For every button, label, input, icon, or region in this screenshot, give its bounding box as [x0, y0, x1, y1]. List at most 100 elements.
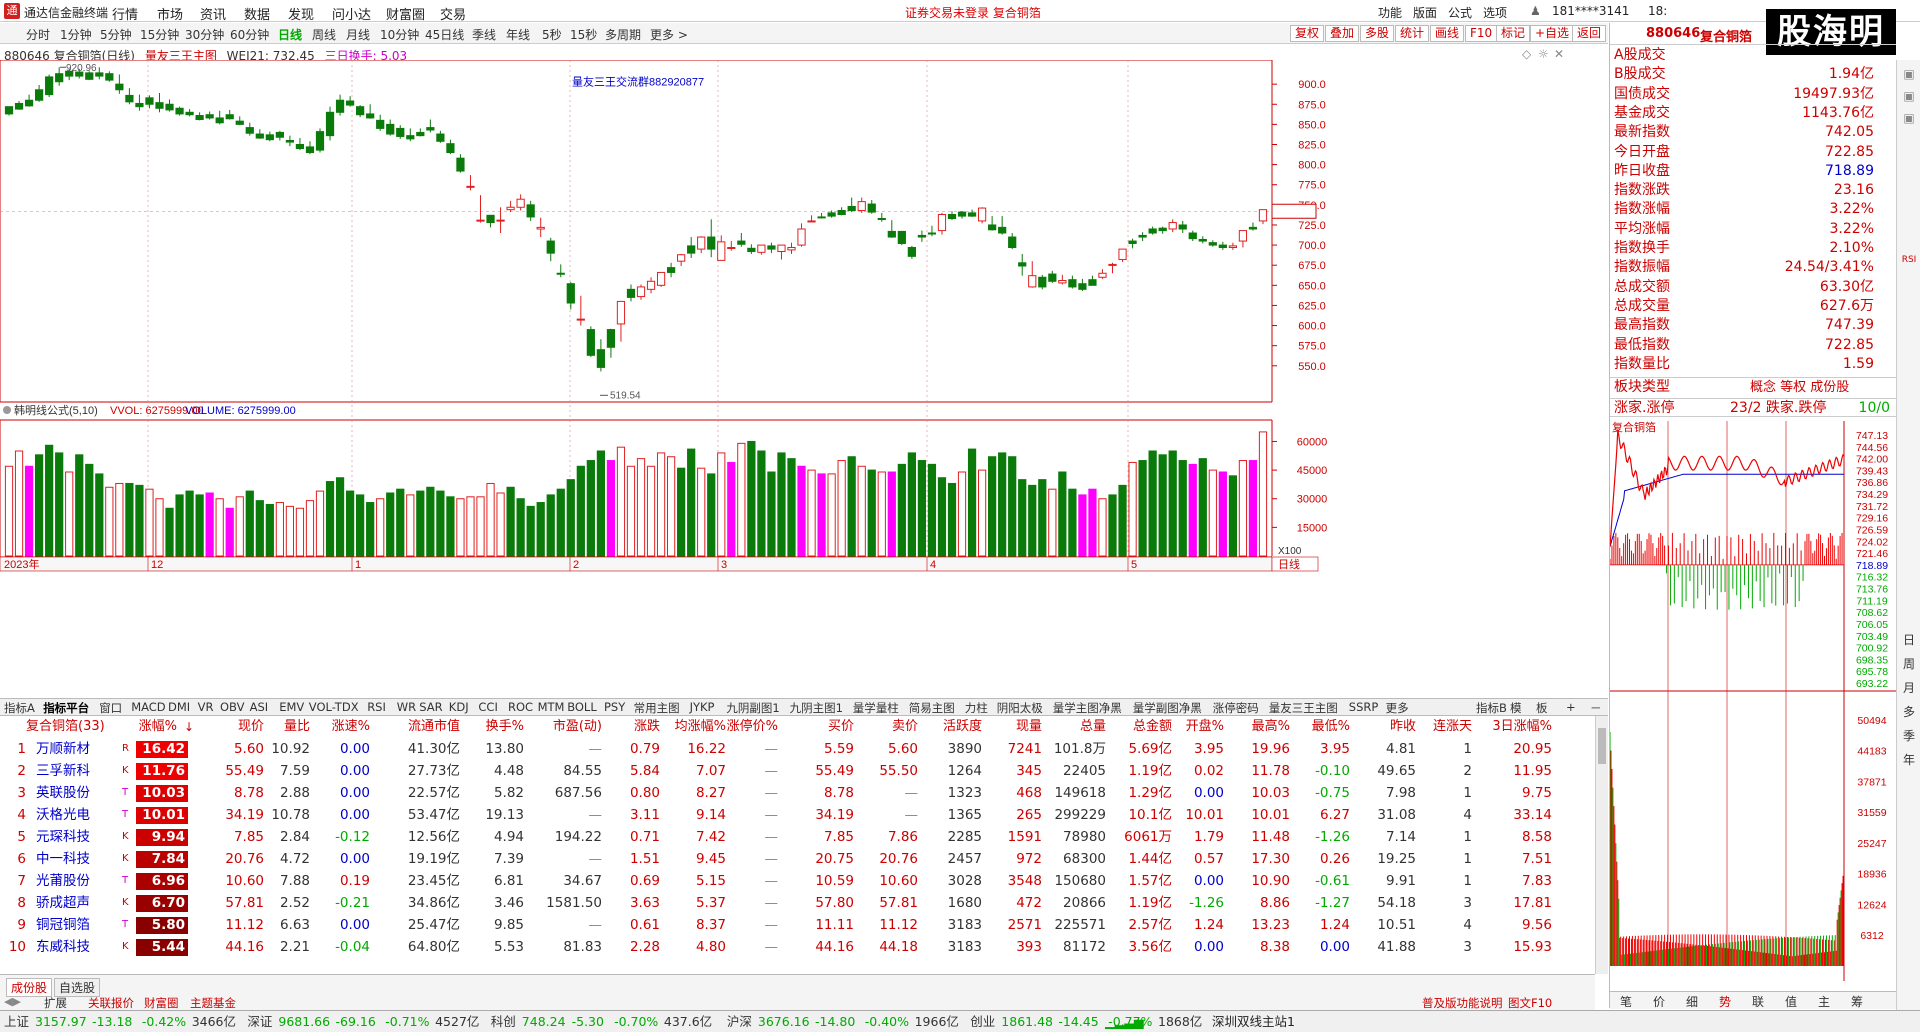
- indicator-tab[interactable]: ASI: [249, 700, 269, 714]
- indicator-tab[interactable]: EMV: [279, 700, 305, 714]
- candle-body[interactable]: [877, 218, 886, 221]
- candle-body[interactable]: [998, 226, 1007, 234]
- volume-bar[interactable]: [275, 502, 284, 557]
- volume-bar[interactable]: [446, 496, 455, 557]
- candle-body[interactable]: [446, 143, 455, 154]
- volume-bar[interactable]: [707, 473, 716, 557]
- indicator-tab[interactable]: 量学主图净黑: [1052, 701, 1122, 715]
- table-header-cell[interactable]: 活跃度: [942, 719, 982, 734]
- volume-bar[interactable]: [145, 488, 154, 557]
- link-f10[interactable]: 图文F10: [1508, 996, 1553, 1010]
- table-header-cell[interactable]: 卖价: [891, 719, 918, 734]
- volume-bar[interactable]: [837, 460, 846, 557]
- table-header-cell[interactable]: 复合铜箔(33): [26, 719, 105, 734]
- table-row[interactable]: 8 骄成超声 K 6.70 57.81 2.52 -0.21 34.86亿 3.46 1581.5…: [0, 892, 1595, 914]
- candle-body[interactable]: [917, 234, 927, 238]
- menu-item-discover[interactable]: 发现: [288, 8, 315, 23]
- candle-body[interactable]: [426, 127, 435, 131]
- period-3[interactable]: 5分钟: [100, 28, 132, 42]
- table-header-cell[interactable]: 现价: [237, 719, 264, 734]
- volume-bar[interactable]: [807, 469, 816, 557]
- menu-item-ask[interactable]: 问小达: [332, 8, 372, 23]
- candle-body[interactable]: [115, 83, 124, 91]
- candle-body[interactable]: [14, 102, 24, 110]
- candle-body[interactable]: [1168, 222, 1177, 230]
- candle-body[interactable]: [305, 146, 315, 154]
- table-header-cell[interactable]: 昨收: [1389, 719, 1416, 734]
- candle-body[interactable]: [315, 131, 325, 151]
- indicator-tab-right[interactable]: 模: [1510, 701, 1522, 715]
- volume-bar[interactable]: [596, 450, 606, 557]
- chart-close-icon[interactable]: ✕: [1554, 47, 1565, 61]
- candle-body[interactable]: [697, 236, 706, 250]
- mark-button[interactable]: 标记: [1496, 25, 1531, 42]
- volume-bar[interactable]: [767, 471, 776, 557]
- intraday-chart[interactable]: 复合铜箔 747.13744.56742.00739.43736.86734.29…: [1610, 421, 1896, 981]
- candle-body[interactable]: [486, 214, 495, 224]
- volume-bar[interactable]: [205, 492, 214, 557]
- table-row[interactable]: 3 英联股份 T 10.03 8.78 2.88 0.00 22.57亿 5.82 687.56 0…: [0, 782, 1595, 804]
- candle-body[interactable]: [1058, 279, 1067, 284]
- indicator-tab[interactable]: WR: [396, 700, 417, 714]
- table-header-cell[interactable]: 涨跌: [633, 719, 660, 734]
- indicator-tab[interactable]: 常用主图: [633, 701, 680, 715]
- tab-favorites[interactable]: 自选股: [54, 978, 101, 997]
- volume-bar[interactable]: [486, 482, 495, 557]
- volume-bar[interactable]: [1018, 479, 1027, 557]
- candle-body[interactable]: [1018, 262, 1027, 267]
- intraday-tab[interactable]: 筹: [1851, 995, 1864, 1009]
- draw-line-button[interactable]: 画线: [1430, 25, 1465, 42]
- candle-body[interactable]: [867, 203, 876, 213]
- volume-bar[interactable]: [977, 469, 987, 557]
- indicator-tab[interactable]: 量学量柱: [852, 701, 899, 715]
- candle-body[interactable]: [1068, 279, 1077, 288]
- volume-bar[interactable]: [426, 486, 435, 557]
- candle-body[interactable]: [1118, 248, 1127, 261]
- candle-body[interactable]: [616, 300, 626, 325]
- volume-bar[interactable]: [376, 498, 385, 557]
- candle-body[interactable]: [536, 226, 545, 230]
- table-header-cell[interactable]: 市盈(动): [552, 719, 602, 734]
- volume-bar[interactable]: [476, 496, 485, 557]
- intraday-tab[interactable]: 联: [1752, 995, 1765, 1009]
- candle-body[interactable]: [376, 119, 385, 129]
- volume-bar[interactable]: [235, 496, 244, 557]
- volume-bar[interactable]: [666, 456, 676, 557]
- candle-body[interactable]: [386, 123, 395, 135]
- volume-bar[interactable]: [1258, 431, 1268, 557]
- candle-body[interactable]: [135, 102, 144, 108]
- candle-body[interactable]: [45, 76, 54, 96]
- candle-body[interactable]: [1078, 283, 1087, 290]
- volume-bar[interactable]: [1108, 494, 1117, 557]
- chart-diamond-icon[interactable]: ◇: [1522, 47, 1532, 61]
- candle-body[interactable]: [988, 224, 997, 231]
- volume-bar[interactable]: [797, 465, 806, 557]
- period-5s[interactable]: 5秒: [542, 28, 562, 42]
- menu-item-formula[interactable]: 公式: [1448, 6, 1473, 20]
- volume-bar[interactable]: [416, 490, 425, 557]
- intraday-tab[interactable]: 价: [1653, 995, 1666, 1009]
- volume-bar[interactable]: [1138, 460, 1147, 557]
- table-row[interactable]: 6 中一科技 K 7.84 20.76 4.72 0.00 19.19亿 7.39 — 1.51 9.…: [0, 848, 1595, 870]
- candle-body[interactable]: [506, 206, 515, 211]
- volume-bar[interactable]: [747, 440, 756, 557]
- rsi-icon[interactable]: RSI: [1901, 255, 1917, 265]
- candle-body[interactable]: [727, 246, 736, 249]
- candle-body[interactable]: [1048, 273, 1057, 282]
- volume-bar[interactable]: [396, 488, 405, 557]
- add-favorite-button[interactable]: +自选: [1530, 25, 1575, 42]
- volume-bar[interactable]: [55, 452, 64, 557]
- table-header-cell[interactable]: 现量: [1015, 719, 1042, 734]
- volume-bar[interactable]: [917, 460, 927, 557]
- period-1[interactable]: 分时: [26, 28, 51, 42]
- volume-bar[interactable]: [757, 450, 766, 557]
- candle-body[interactable]: [476, 219, 485, 222]
- candle-body[interactable]: [546, 240, 555, 254]
- volume-bar[interactable]: [14, 450, 24, 557]
- candle-body[interactable]: [235, 120, 244, 125]
- period-6[interactable]: 60分钟: [230, 28, 270, 42]
- table-header-cell[interactable]: 开盘%: [1185, 719, 1224, 734]
- link-extend[interactable]: 扩展: [44, 996, 67, 1010]
- volume-bar[interactable]: [606, 460, 616, 557]
- intraday-tab[interactable]: 笔: [1620, 995, 1633, 1009]
